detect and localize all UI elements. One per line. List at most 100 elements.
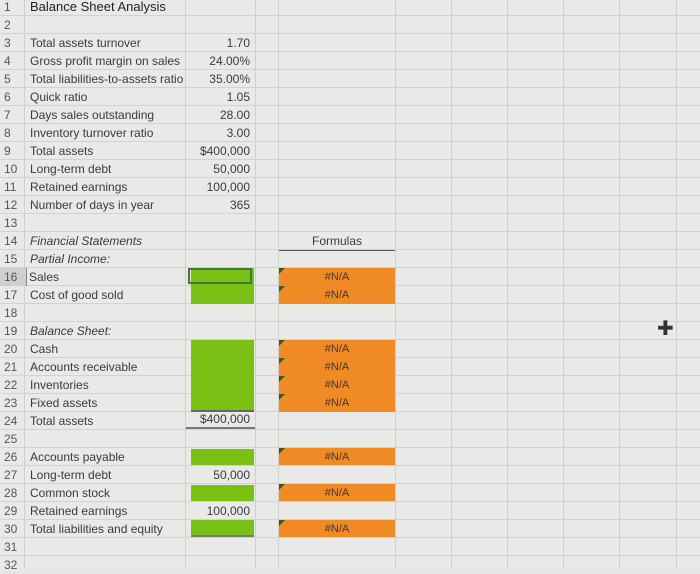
row-number[interactable]: 28 bbox=[4, 486, 18, 500]
input-label[interactable]: Number of days in year bbox=[30, 198, 155, 212]
total-liabilities-equity-label[interactable]: Total liabilities and equity bbox=[30, 522, 163, 536]
cogs-label[interactable]: Cost of good sold bbox=[30, 288, 124, 302]
input-cells-assets[interactable] bbox=[191, 340, 254, 412]
row-number[interactable]: 1 bbox=[4, 0, 11, 14]
input-label[interactable]: Long-term debt bbox=[30, 162, 112, 176]
input-value[interactable]: 365 bbox=[229, 198, 250, 212]
row-number[interactable]: 32 bbox=[4, 558, 18, 572]
row-number[interactable]: 5 bbox=[4, 72, 11, 86]
row-number[interactable]: 20 bbox=[4, 342, 18, 356]
error-triangle-icon bbox=[279, 394, 285, 400]
row-number[interactable]: 8 bbox=[4, 126, 11, 140]
sheet-title[interactable]: Balance Sheet Analysis bbox=[30, 0, 166, 14]
error-triangle-icon bbox=[279, 484, 285, 490]
input-value[interactable]: 28.00 bbox=[219, 108, 250, 122]
input-label[interactable]: Total liabilities-to-assets ratio bbox=[30, 72, 184, 86]
input-cells-income[interactable] bbox=[191, 268, 254, 304]
inventories-label[interactable]: Inventories bbox=[30, 378, 89, 392]
selected-cell-b16[interactable] bbox=[188, 268, 252, 284]
partial-income-label[interactable]: Partial Income: bbox=[30, 252, 111, 266]
cash-label[interactable]: Cash bbox=[30, 342, 59, 356]
row-number[interactable]: 6 bbox=[4, 90, 11, 104]
row-number[interactable]: 19 bbox=[4, 324, 18, 338]
input-label[interactable]: Total assets bbox=[30, 144, 94, 158]
retained-earnings-label[interactable]: Retained earnings bbox=[30, 504, 128, 518]
formula-cell[interactable]: #N/A bbox=[279, 520, 395, 538]
row-number[interactable]: 11 bbox=[4, 180, 17, 194]
formula-cell[interactable]: #N/A bbox=[279, 484, 395, 502]
long-term-debt-value[interactable]: 50,000 bbox=[213, 468, 250, 482]
formula-cell[interactable]: #N/A bbox=[279, 340, 395, 358]
long-term-debt-label[interactable]: Long-term debt bbox=[30, 468, 112, 482]
formula-cell[interactable]: #N/A bbox=[279, 268, 395, 286]
row-number[interactable]: 15 bbox=[4, 252, 18, 266]
row-number-selected[interactable]: 16 bbox=[0, 268, 26, 286]
input-label[interactable]: Gross profit margin on sales bbox=[30, 54, 181, 68]
input-cell-ap[interactable] bbox=[191, 449, 254, 465]
input-label[interactable]: Quick ratio bbox=[30, 90, 88, 104]
error-triangle-icon bbox=[279, 286, 285, 292]
row-number[interactable]: 23 bbox=[4, 396, 18, 410]
input-value[interactable]: 3.00 bbox=[226, 126, 250, 140]
input-label[interactable]: Total assets turnover bbox=[30, 36, 141, 50]
input-label[interactable]: Retained earnings bbox=[30, 180, 128, 194]
row-number[interactable]: 24 bbox=[4, 414, 18, 428]
input-value[interactable]: 1.70 bbox=[226, 36, 250, 50]
input-cell-total-le[interactable] bbox=[191, 520, 254, 537]
row-number[interactable]: 10 bbox=[4, 162, 18, 176]
accounts-receivable-label[interactable]: Accounts receivable bbox=[30, 360, 138, 374]
row-number[interactable]: 7 bbox=[4, 108, 11, 122]
input-cell-common-stock[interactable] bbox=[191, 485, 254, 501]
input-label[interactable]: Days sales outstanding bbox=[30, 108, 155, 122]
input-row: 9 Total assets $400,000 bbox=[0, 142, 700, 160]
formula-cell[interactable]: #N/A bbox=[279, 448, 395, 466]
row-number[interactable]: 26 bbox=[4, 450, 18, 464]
row-number[interactable]: 4 bbox=[4, 54, 11, 68]
row-number[interactable]: 18 bbox=[4, 306, 18, 320]
row-number[interactable]: 3 bbox=[4, 36, 11, 50]
row-19: 19 Balance Sheet: bbox=[0, 322, 700, 340]
balance-sheet-label[interactable]: Balance Sheet: bbox=[30, 324, 112, 338]
input-value[interactable]: 24.00% bbox=[209, 54, 250, 68]
row-16: 16 Sales #N/A bbox=[0, 268, 700, 286]
input-value[interactable]: 50,000 bbox=[213, 162, 250, 176]
row-number[interactable]: 31 bbox=[4, 540, 18, 554]
sales-label[interactable]: Sales bbox=[26, 268, 184, 286]
row-number[interactable]: 13 bbox=[4, 216, 18, 230]
row-number[interactable]: 22 bbox=[4, 378, 18, 392]
row-number[interactable]: 2 bbox=[4, 18, 11, 32]
input-value[interactable]: 35.00% bbox=[209, 72, 250, 86]
row-number[interactable]: 27 bbox=[4, 468, 18, 482]
total-assets-value[interactable]: $400,000 bbox=[186, 412, 255, 429]
row-number[interactable]: 9 bbox=[4, 144, 11, 158]
error-triangle-icon bbox=[279, 376, 285, 382]
row-number[interactable]: 21 bbox=[4, 360, 18, 374]
formula-cell[interactable]: #N/A bbox=[279, 358, 395, 376]
input-value[interactable]: $400,000 bbox=[199, 144, 250, 158]
formula-cell[interactable]: #N/A bbox=[279, 394, 395, 412]
row-number[interactable]: 17 bbox=[4, 288, 18, 302]
row-number[interactable]: 30 bbox=[4, 522, 18, 536]
fixed-assets-label[interactable]: Fixed assets bbox=[30, 396, 98, 410]
common-stock-label[interactable]: Common stock bbox=[30, 486, 111, 500]
error-triangle-icon bbox=[279, 268, 285, 274]
row-number[interactable]: 25 bbox=[4, 432, 18, 446]
formula-cells-assets bbox=[279, 340, 395, 412]
row-number[interactable]: 29 bbox=[4, 504, 18, 518]
accounts-payable-label[interactable]: Accounts payable bbox=[30, 450, 125, 464]
total-assets-label[interactable]: Total assets bbox=[30, 414, 94, 428]
input-value[interactable]: 1.05 bbox=[226, 90, 250, 104]
row-number[interactable]: 12 bbox=[4, 198, 18, 212]
row-24: 24 Total assets $400,000 bbox=[0, 412, 700, 430]
error-triangle-icon bbox=[279, 358, 285, 364]
row-18: 18 bbox=[0, 304, 700, 322]
formula-cell[interactable]: #N/A bbox=[279, 376, 395, 394]
retained-earnings-value[interactable]: 100,000 bbox=[206, 504, 250, 518]
formulas-header[interactable]: Formulas bbox=[279, 232, 395, 251]
section-heading-financial-statements[interactable]: Financial Statements bbox=[30, 234, 143, 248]
formula-cell[interactable]: #N/A bbox=[279, 286, 395, 304]
row-number[interactable]: 14 bbox=[4, 234, 18, 248]
input-value[interactable]: 100,000 bbox=[206, 180, 250, 194]
input-label[interactable]: Inventory turnover ratio bbox=[30, 126, 154, 140]
